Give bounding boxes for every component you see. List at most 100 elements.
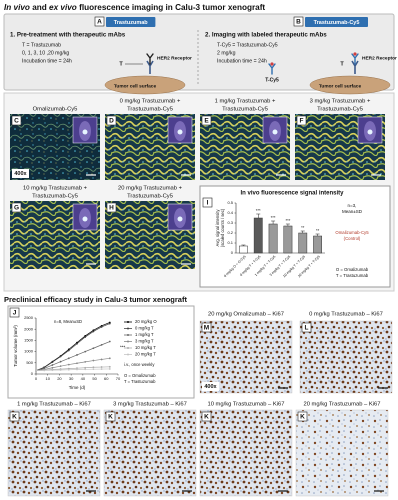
panel-letter-box [297,411,308,422]
label: 400x [14,171,27,177]
label: T = Trastuzumab [22,42,61,48]
bar [239,245,248,254]
error-bar [285,223,290,226]
y-tick-label: 0.4 [227,210,233,215]
label: Tumor cell surface [114,83,157,89]
label: Tumor cell surface [319,83,362,89]
point [84,350,87,353]
panel-letter-box [11,202,22,213]
antibody-icon [146,53,154,65]
chart-box [7,305,195,399]
cy5-dye [353,52,357,56]
panel-letter-box [201,322,212,333]
ki67-image [199,409,293,497]
error-bar [256,213,261,218]
panel-letter-box [106,115,117,126]
error-bar [241,244,246,246]
point [100,368,103,370]
panel-letter-box [9,411,20,422]
panel-caption: Omalizumab-Cy5 [33,107,78,113]
panel-caption: 3 mg/kg Trastuzumab + [310,99,371,105]
y-axis-label: Tumor volume (mm³) [13,325,18,367]
point [100,358,103,361]
panel-letter: K [204,414,209,421]
y-tick-label: 0.1 [227,240,233,245]
point [92,366,95,369]
label: 2. Imaging with labeled therapeutic mAbs [205,32,327,39]
dosing-note: i.v., once weekly [124,362,155,367]
x-tick-label: 70 [116,376,121,381]
panel-caption: 20 mg/kg Trastuzumab – Ki67 [303,402,380,408]
point [108,322,111,325]
panel-letter-box [106,202,117,213]
point [51,361,54,364]
x-tick-label: 50 [92,376,97,381]
point [108,365,111,368]
receptor-icon [146,60,154,74]
panel-letter: A [97,19,102,26]
panel-letter-box [293,16,304,27]
magnification-box [12,169,29,178]
panel-caption: 1 mg/kg Trastuzumab – Ki67 [17,402,91,408]
label: T [119,61,123,67]
point [92,368,95,371]
point [100,343,103,346]
point [84,336,87,338]
x-tick-label: 20 [57,376,62,381]
label: HER2 Receptor [362,55,397,61]
label: Incubation time = 24h [22,58,72,64]
panel-letter-box [202,197,213,208]
tumor-signal [82,129,88,135]
panel-caption: 0 mg/kg Trastuzumab – Ki67 [309,312,383,318]
tumor-signal [367,129,373,135]
significance-label: ** [301,225,305,230]
point [84,361,87,363]
panel-letter-box [296,115,307,126]
panel-letter: D [109,118,114,125]
panel-letter: K [12,414,17,421]
panel-caption: 10 mg/kg Trastuzumab + [23,186,88,192]
point [59,355,62,358]
bar [298,232,308,254]
point [76,362,78,365]
antibody-name-box [305,17,368,27]
x-axis-label: Time (d) [69,385,86,390]
key-note: O = Omalizumab [124,373,156,378]
cy5-dye [270,62,274,66]
y-tick-label: 1500 [24,337,34,342]
significance-label: ** [316,228,320,233]
title-part: and [30,3,49,12]
x-tick-label: 0 [35,376,38,381]
ki67-image [299,320,393,394]
point [76,342,78,345]
cell-surface [104,75,186,95]
panel-letter: B [296,19,301,26]
y-axis-label: Avg. signal intensity [215,209,220,247]
legend-marker [127,321,129,323]
legend-label: 10 mg/kg T [135,345,156,350]
series-line [35,357,110,371]
panel-caption: Trastuzumab-Cy5 [127,107,173,113]
legend-marker [127,353,129,356]
antibody-icon [268,63,276,75]
magnification-box [202,382,219,391]
key-note: T = Trastuzumab [124,379,156,384]
x-tick-label: 40 [81,376,86,381]
series-line [35,341,110,371]
panel-letter: G [14,205,19,212]
point [100,366,103,368]
error-bar [271,220,276,224]
significance-label: *** [271,215,276,220]
section-title: Preclinical efficacy study in Calu-3 tum… [4,295,187,304]
antibody-name-box [106,17,156,27]
point [76,354,78,356]
legend-marker [127,347,129,349]
significance-label: *** [120,344,126,349]
point [76,367,78,370]
title-part: fluorescence imaging in Calu-3 tumor xen… [77,3,266,12]
y-tick-label: 0.2 [227,230,233,235]
panel-letter: F [300,118,304,125]
panel-letter: I [207,200,209,207]
tumor-signal [177,216,183,222]
